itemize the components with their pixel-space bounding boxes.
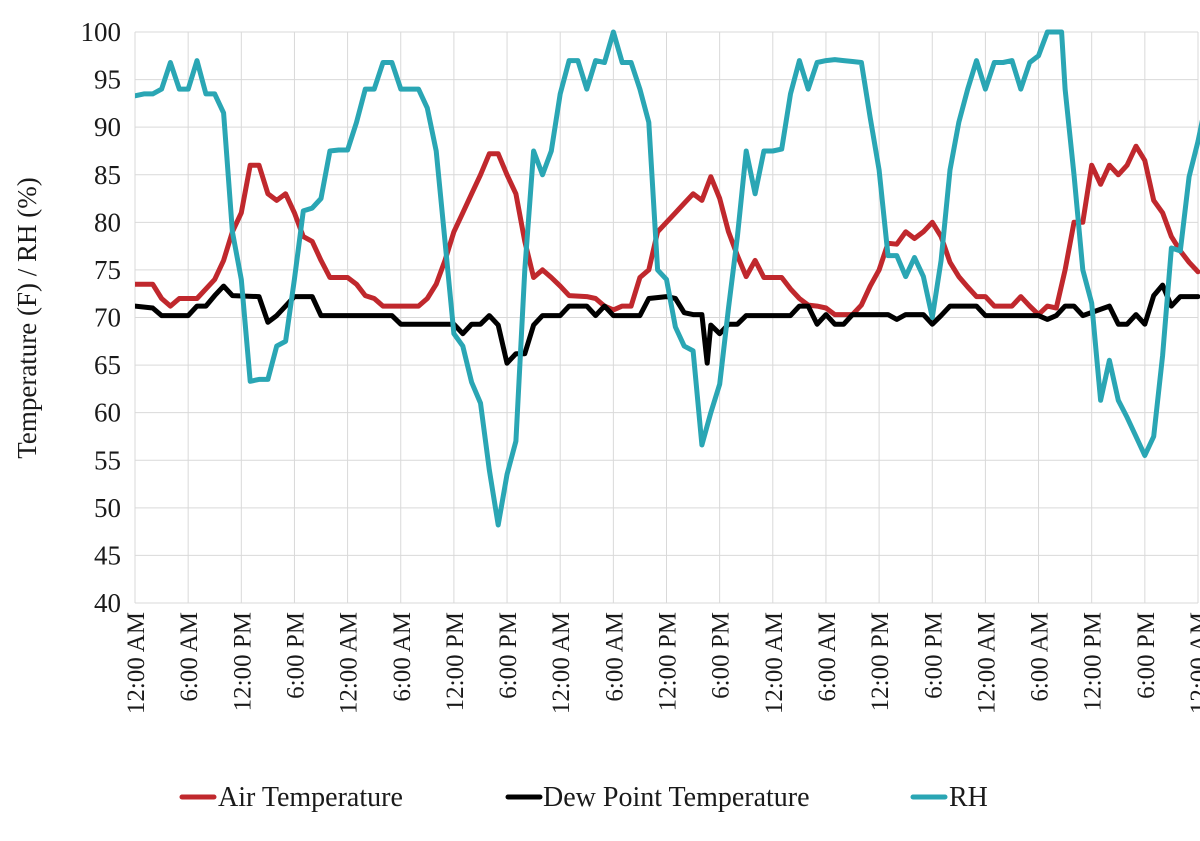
x-tick-label: 6:00 AM [176, 612, 203, 702]
y-tick-label: 55 [94, 445, 121, 475]
x-tick-label: 12:00 AM [1186, 612, 1200, 714]
x-tick-label: 6:00 AM [389, 612, 416, 702]
x-tick-label: 6:00 PM [282, 612, 309, 699]
y-axis-title: Temperature (F) / RH (%) [12, 177, 42, 459]
y-tick-label: 85 [94, 160, 121, 190]
x-tick-label: 12:00 PM [442, 612, 469, 711]
x-tick-label: 12:00 AM [123, 612, 150, 714]
x-tick-label: 12:00 AM [973, 612, 1000, 714]
x-tick-label: 12:00 PM [655, 612, 682, 711]
series-line-dew-point-temperature [135, 282, 1200, 366]
y-tick-label: 60 [94, 398, 121, 428]
legend-label-air-temperature: Air Temperature [218, 782, 403, 813]
y-tick-label: 80 [94, 207, 121, 237]
x-tick-label: 12:00 AM [761, 612, 788, 714]
x-tick-label: 6:00 AM [1027, 612, 1054, 702]
y-tick-label: 90 [94, 112, 121, 142]
x-tick-label: 12:00 AM [548, 612, 575, 714]
y-tick-label: 95 [94, 65, 121, 95]
y-axis-ticks: 40 45 50 55 60 65 70 75 80 85 90 95 100 [81, 17, 122, 618]
series-line-rh [135, 29, 1200, 528]
y-tick-label: 65 [94, 350, 121, 380]
x-tick-label: 6:00 AM [601, 612, 628, 702]
series-line-air-temperature [135, 143, 1200, 318]
legend-label-rh: RH [949, 782, 988, 813]
x-tick-label: 6:00 AM [814, 612, 841, 702]
y-tick-label: 40 [94, 588, 121, 618]
x-tick-label: 6:00 PM [495, 612, 522, 699]
x-tick-label: 12:00 AM [336, 612, 363, 714]
y-tick-label: 70 [94, 303, 121, 333]
legend: Air Temperature Dew Point Temperature RH [179, 782, 988, 813]
series-lines [135, 29, 1200, 528]
legend-label-dew-point-temperature: Dew Point Temperature [543, 782, 810, 813]
x-tick-label: 6:00 PM [920, 612, 947, 699]
x-tick-label: 6:00 PM [1133, 612, 1160, 699]
x-tick-label: 12:00 PM [1080, 612, 1107, 711]
x-tick-label: 12:00 PM [229, 612, 256, 711]
y-tick-label: 50 [94, 493, 121, 523]
x-tick-label: 6:00 PM [708, 612, 735, 699]
y-tick-label: 45 [94, 540, 121, 570]
y-tick-label: 75 [94, 255, 121, 285]
x-tick-label: 12:00 PM [867, 612, 894, 711]
x-axis-ticks: 12:00 AM 6:00 AM 12:00 PM 6:00 PM 12:00 AM 6:… [123, 612, 1200, 714]
y-tick-label: 100 [81, 17, 122, 47]
